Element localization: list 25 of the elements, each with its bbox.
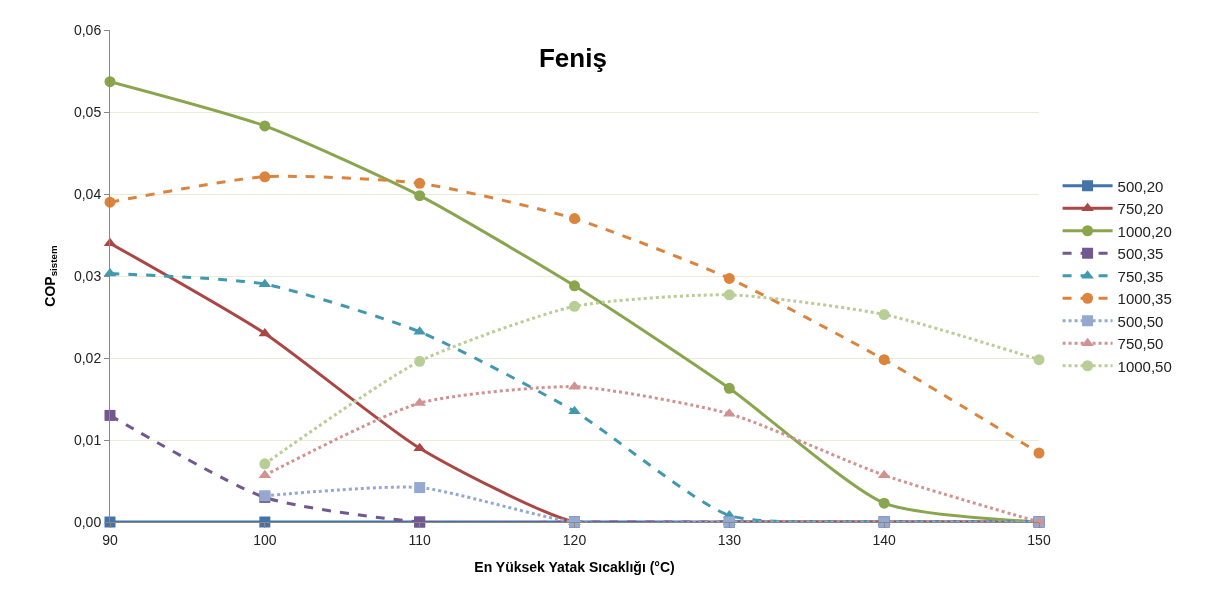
y-tick-label: 0,02 — [73, 349, 102, 366]
x-tick-label: 130 — [717, 531, 742, 548]
x-tick-label: 90 — [102, 531, 118, 548]
y-tick-label: 0,03 — [73, 267, 102, 284]
x-tick-label: 140 — [872, 531, 897, 548]
legend-label: 750,35 — [1117, 267, 1164, 285]
legend-label: 500,20 — [1117, 177, 1164, 195]
legend-label: 750,50 — [1117, 335, 1164, 353]
x-tick-label: 100 — [253, 531, 277, 548]
x-tick-label: 120 — [562, 531, 587, 548]
legend-label: 750,20 — [1117, 200, 1164, 218]
legend-label: 500,35 — [1117, 245, 1164, 263]
y-tick-label: 0,06 — [73, 21, 102, 38]
y-tick-label: 0,04 — [73, 185, 102, 202]
legend-label: 500,50 — [1117, 312, 1164, 330]
y-tick-label: 0,01 — [73, 431, 102, 448]
y-tick-label: 0,00 — [73, 513, 102, 530]
legend-label: 1000,50 — [1117, 357, 1172, 375]
text: Feniş — [538, 43, 607, 74]
x-tick-label: 110 — [408, 531, 432, 548]
x-tick-label: 150 — [1027, 531, 1051, 548]
y-tick-label: 0,05 — [73, 103, 102, 120]
legend-label: 1000,20 — [1117, 222, 1172, 240]
x-axis-title: En Yüksek Yatak Sıcaklığı (°C) — [474, 559, 675, 576]
legend-label: 1000,35 — [1117, 290, 1172, 308]
